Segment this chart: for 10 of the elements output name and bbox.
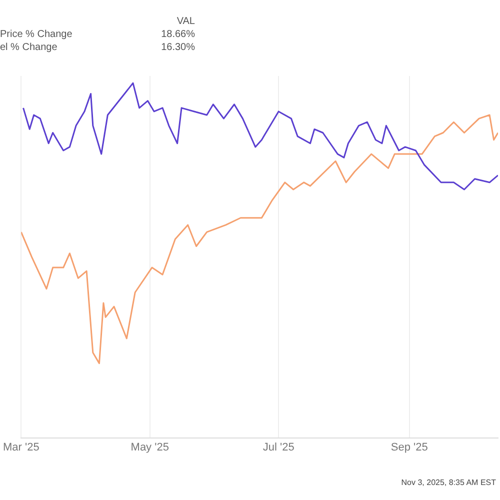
text: 18.66%: [160, 29, 195, 40]
x-tick-label: Sep '25: [390, 441, 428, 454]
text: Nov 3, 2025, 8:35 AM EST: [401, 478, 496, 487]
text: 16.30%: [160, 42, 195, 53]
text: Price % Change: [0, 29, 74, 40]
x-tick-label: May '25: [130, 441, 169, 454]
x-tick-label: Jul '25: [262, 441, 294, 454]
text: VAL: [176, 16, 195, 27]
text: el % Change: [0, 42, 58, 53]
x-tick-label: Mar '25: [2, 441, 40, 454]
